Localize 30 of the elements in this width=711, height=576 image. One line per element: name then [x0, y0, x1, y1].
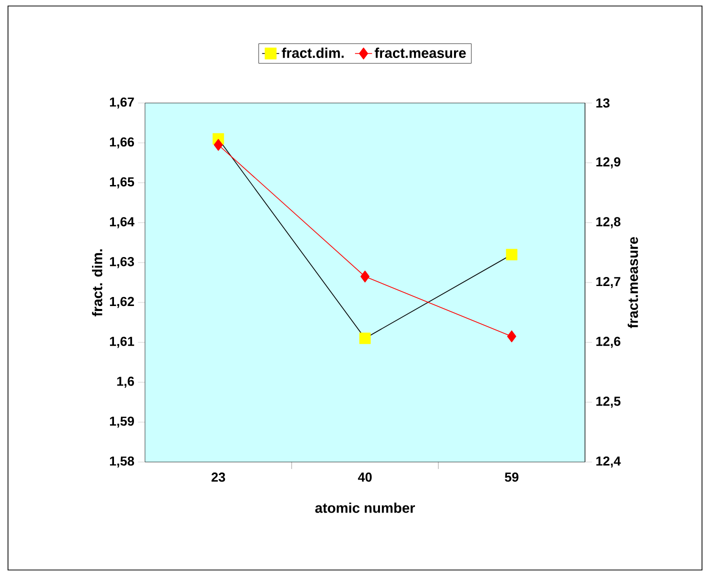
- y-tick-label: 1,66: [110, 137, 134, 148]
- y-tick-label: 1,67: [110, 97, 134, 109]
- point: [360, 270, 370, 282]
- y-tick-label: 1,64: [110, 217, 134, 228]
- y-tick-label: 1,65: [110, 177, 134, 188]
- y2-tick-label: 12,9: [596, 157, 620, 168]
- point: [359, 332, 371, 344]
- y2-tick-label: 13: [596, 98, 610, 108]
- y-tick-label: 1,6: [117, 376, 134, 388]
- x-axis-title: atomic number: [315, 502, 415, 513]
- point: [214, 138, 223, 151]
- y2-tick-label: 12,5: [596, 396, 620, 408]
- x-tick-label: 40: [358, 472, 372, 482]
- y2-tick-label: 12,7: [596, 276, 620, 288]
- y-tick-label: 1,63: [110, 257, 134, 268]
- point: [507, 330, 516, 342]
- y-tick-label: 1,59: [110, 416, 134, 428]
- y-axis-title: fract. dim.: [92, 249, 102, 316]
- y2-tick-label: 12,4: [596, 456, 621, 468]
- y-tick-label: 1,58: [110, 456, 134, 468]
- y-tick-label: 1,61: [110, 336, 134, 348]
- point: [506, 248, 518, 260]
- y-tick-label: 1,62: [110, 296, 134, 308]
- legend-label: fract.dim.: [282, 48, 344, 58]
- y2-axis-title: fract.measure: [628, 237, 638, 328]
- x-tick-label: 59: [504, 472, 518, 482]
- legend-label: fract.measure: [374, 48, 466, 58]
- y2-tick-label: 12,6: [596, 336, 620, 348]
- x-tick-label: 23: [212, 472, 226, 482]
- y2-tick-label: 12,8: [596, 217, 620, 228]
